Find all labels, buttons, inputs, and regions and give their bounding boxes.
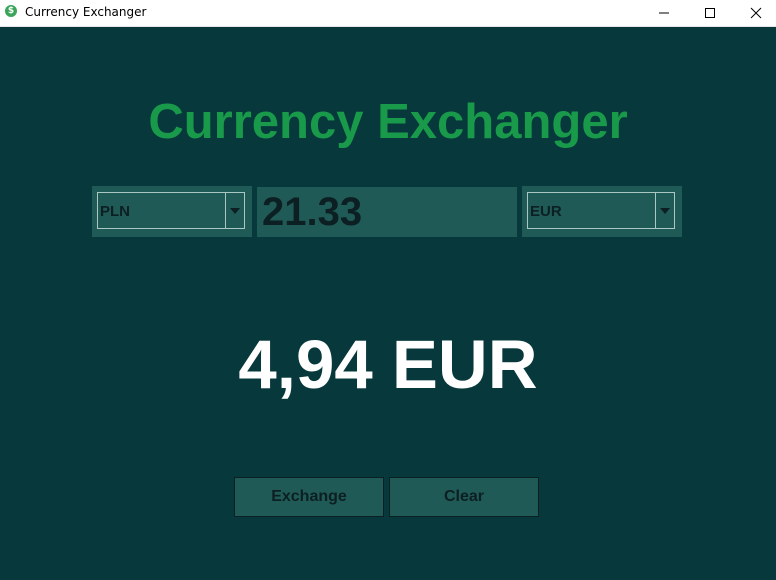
clear-button[interactable]: Clear: [389, 477, 539, 517]
maximize-button[interactable]: [687, 0, 733, 26]
from-currency-select[interactable]: PLN: [97, 192, 245, 229]
to-currency-value: EUR: [530, 203, 562, 220]
to-currency-frame: EUR: [522, 186, 682, 237]
dollar-icon: $: [5, 5, 17, 17]
window-title: Currency Exchanger: [25, 5, 147, 19]
exchange-button[interactable]: Exchange: [234, 477, 384, 517]
app-title: Currency Exchanger: [148, 95, 628, 149]
maximize-icon: [705, 8, 715, 18]
title-bar: $ Currency Exchanger: [0, 0, 776, 27]
from-currency-value: PLN: [100, 203, 130, 220]
minimize-button[interactable]: [641, 0, 687, 26]
from-currency-dropdown-button[interactable]: [225, 193, 244, 228]
from-currency-frame: PLN: [92, 186, 252, 237]
result-label: 4,94 EUR: [238, 326, 538, 403]
chevron-down-icon: [660, 208, 670, 214]
chevron-down-icon: [230, 208, 240, 214]
close-icon: [750, 7, 762, 19]
minimize-icon: [659, 12, 669, 14]
to-currency-dropdown-button[interactable]: [655, 193, 674, 228]
to-currency-select[interactable]: EUR: [527, 192, 675, 229]
amount-input[interactable]: [257, 187, 517, 237]
close-button[interactable]: [733, 0, 776, 26]
